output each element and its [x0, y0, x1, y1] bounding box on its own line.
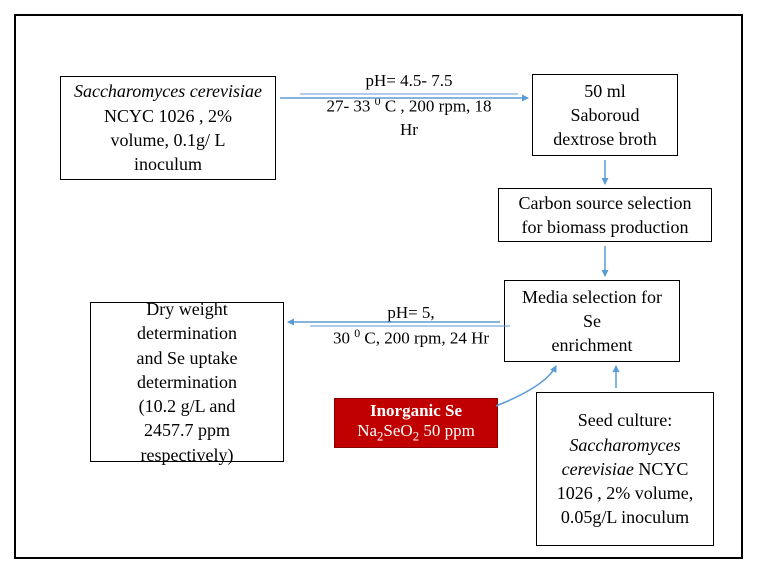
text-line: Seed culture:: [578, 408, 672, 432]
text-line: Saboroud: [571, 103, 640, 127]
text-line: pH= 5,: [316, 302, 506, 325]
node-dry-weight: Dry weightdeterminationand Se uptakedete…: [90, 302, 284, 462]
node-seed-culture: Seed culture:Saccharomycescerevisiae NCY…: [536, 392, 714, 546]
node-media-selection: Media selection forSeenrichment: [504, 280, 680, 362]
text-line: respectively): [141, 443, 234, 467]
text-line: NCYC 1026 , 2%: [104, 104, 232, 128]
text-line: Na2SeO2 50 ppm: [357, 421, 475, 444]
text-line: 0.05g/L inoculum: [561, 505, 689, 529]
text-line: 30 0 C, 200 rpm, 24 Hr: [316, 325, 506, 351]
node-saboroud-broth: 50 mlSaborouddextrose broth: [532, 74, 678, 156]
text-line: cerevisiae NCYC: [562, 457, 689, 481]
text-line: 50 ml: [584, 79, 626, 103]
text-line: Se: [583, 309, 601, 333]
text-line: and Se uptake: [137, 346, 238, 370]
text-line: volume, 0.1g/ L: [111, 128, 226, 152]
condition-middle: pH= 5,30 0 C, 200 rpm, 24 Hr: [316, 302, 506, 351]
node-inoculum-initial: Saccharomyces cerevisiaeNCYC 1026 , 2%vo…: [60, 76, 276, 180]
node-inorganic-se: Inorganic SeNa2SeO2 50 ppm: [334, 398, 498, 448]
text-line: Saccharomyces: [569, 433, 680, 457]
text-line: 1026 , 2% volume,: [557, 481, 694, 505]
text-line: Carbon source selection: [519, 191, 692, 215]
text-line: dextrose broth: [553, 127, 656, 151]
text-line: pH= 4.5- 7.5: [306, 70, 512, 93]
text-line: Dry weight: [146, 297, 227, 321]
text-line: Saccharomyces cerevisiae: [74, 79, 262, 103]
text-line: 2457.7 ppm: [144, 418, 230, 442]
diagram-frame: pH= 4.5- 7.527- 33 0 C , 200 rpm, 18Hr p…: [14, 14, 743, 559]
text-line: enrichment: [552, 333, 633, 357]
text-line: inoculum: [134, 152, 202, 176]
text-line: (10.2 g/L and: [139, 394, 236, 418]
node-carbon-source: Carbon source selectionfor biomass produ…: [498, 188, 712, 242]
text-line: Media selection for: [522, 285, 662, 309]
text-line: Hr: [306, 119, 512, 142]
text-line: determination: [137, 370, 237, 394]
text-line: determination: [137, 321, 237, 345]
text-line: for biomass production: [522, 215, 689, 239]
condition-top: pH= 4.5- 7.527- 33 0 C , 200 rpm, 18Hr: [306, 70, 512, 141]
text-line: 27- 33 0 C , 200 rpm, 18: [306, 93, 512, 119]
text-line: Inorganic Se: [370, 401, 462, 421]
